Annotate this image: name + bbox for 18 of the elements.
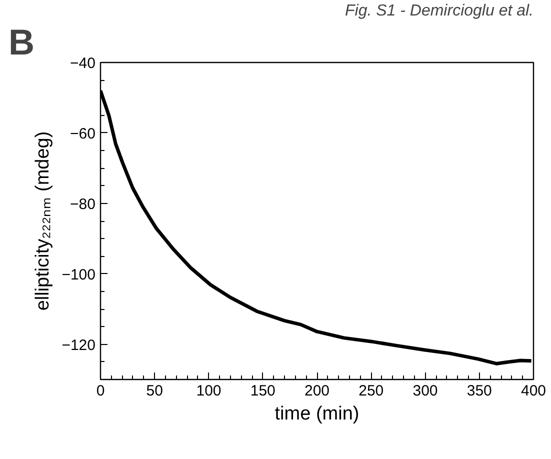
x-tick-label: 150: [250, 382, 276, 400]
caption: Fig. S1 - Demircioglu et al.: [344, 2, 534, 20]
x-tick-label: 400: [520, 382, 546, 400]
y-tick-label: −100: [62, 266, 96, 284]
x-tick-label: 50: [146, 382, 163, 400]
y-tick-label: −40: [70, 55, 96, 72]
y-tick-label: −60: [70, 125, 96, 142]
y-tick-label: −80: [70, 196, 96, 213]
x-tick-label: 350: [466, 382, 492, 400]
x-axis-title: time (min): [274, 404, 360, 424]
x-tick-label: 0: [96, 382, 105, 400]
text: B: [8, 22, 34, 62]
x-tick-label: 200: [304, 382, 330, 400]
y-tick-label: −120: [62, 336, 96, 354]
x-tick-label: 300: [412, 382, 438, 400]
x-tick-label: 250: [358, 382, 384, 400]
y-axis-title: ellipticity₂₂₂ₙₘ (mdeg): [32, 131, 54, 311]
x-tick-label: 100: [196, 382, 222, 400]
